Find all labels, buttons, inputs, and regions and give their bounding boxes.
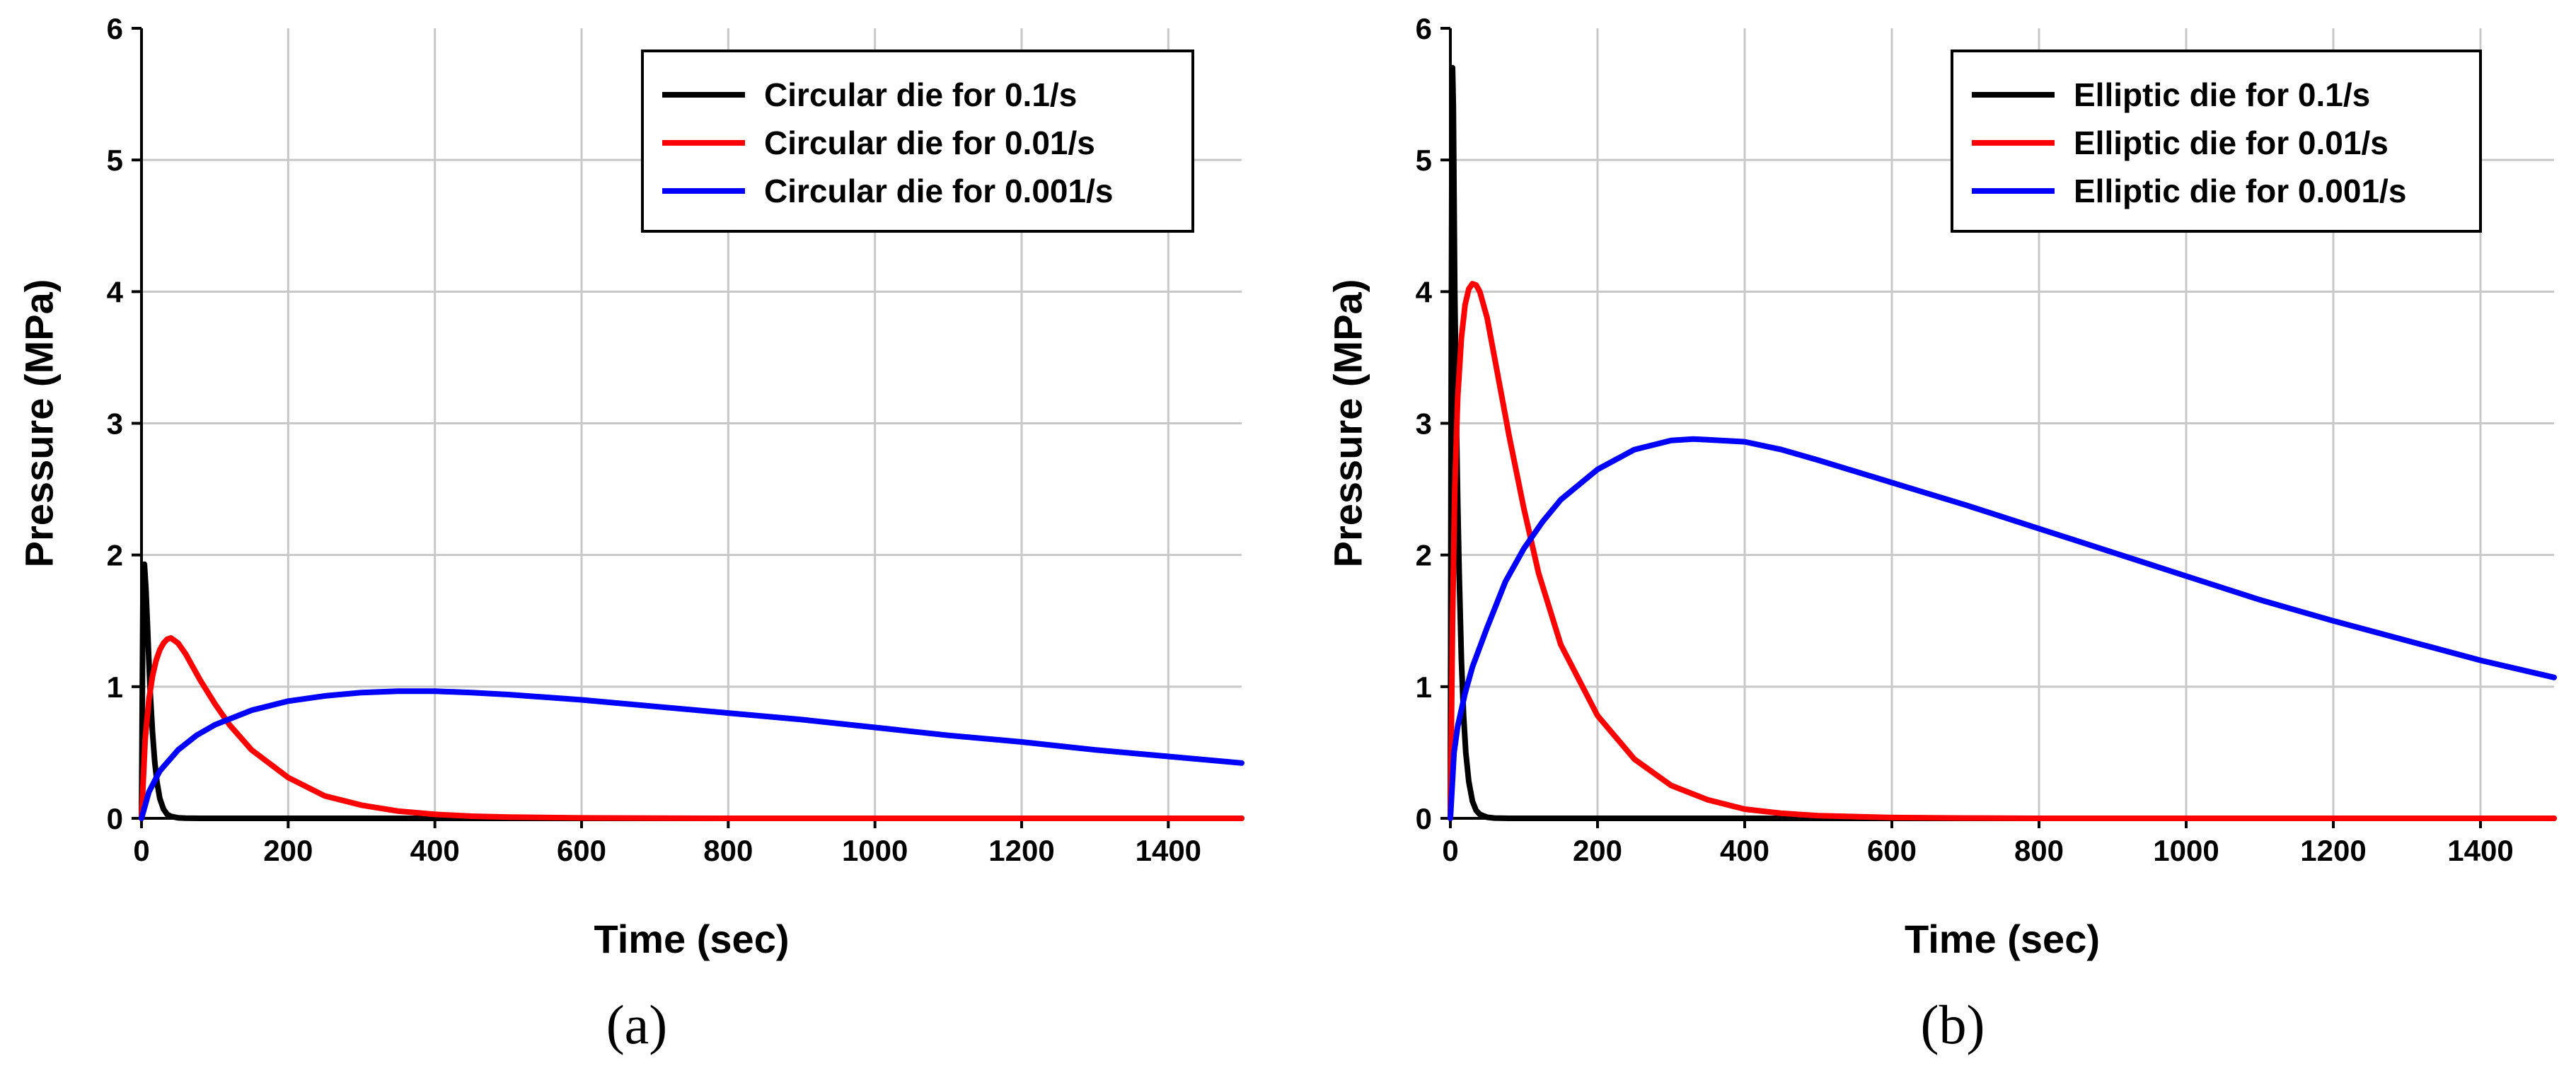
x-axis-label: Time (sec) <box>1905 917 2100 961</box>
x-tick-label: 1200 <box>2300 834 2366 867</box>
legend-entry-label: Elliptic die for 0.1/s <box>2074 76 2370 113</box>
y-tick-label: 4 <box>107 275 124 308</box>
x-tick-label: 600 <box>557 834 606 867</box>
y-tick-label: 5 <box>1416 144 1432 177</box>
legend-entry-label: Circular die for 0.001/s <box>764 173 1113 209</box>
series-line-2 <box>139 635 1244 821</box>
y-tick-label: 4 <box>1416 275 1433 308</box>
series-line-2 <box>1448 281 2557 821</box>
x-tick-label: 400 <box>1720 834 1769 867</box>
y-tick-label: 0 <box>1416 802 1432 835</box>
x-axis-label: Time (sec) <box>594 917 790 961</box>
x-tick-label: 200 <box>1573 834 1622 867</box>
series-line-1 <box>139 561 1244 821</box>
x-tick-label: 0 <box>1442 834 1458 867</box>
x-tick-label: 1000 <box>2153 834 2219 867</box>
x-tick-label: 1000 <box>842 834 908 867</box>
y-tick-label: 2 <box>107 539 123 572</box>
series-line-3 <box>1448 436 2557 821</box>
x-tick-label: 1400 <box>2447 834 2513 867</box>
y-tick-label: 6 <box>1416 12 1432 45</box>
y-axis-label: Pressure (MPa) <box>1326 279 1370 568</box>
y-tick-label: 1 <box>107 671 123 704</box>
x-tick-label: 800 <box>703 834 753 867</box>
x-tick-label: 200 <box>263 834 313 867</box>
x-tick-label: 400 <box>410 834 460 867</box>
x-tick-label: 600 <box>1867 834 1917 867</box>
panel-label: (b) <box>1921 994 1985 1055</box>
y-tick-label: 3 <box>1416 407 1432 441</box>
y-tick-label: 0 <box>107 802 123 835</box>
legend-entry-label: Circular die for 0.01/s <box>764 124 1095 161</box>
series-line-1 <box>1448 64 2557 821</box>
legend-entry-label: Elliptic die for 0.01/s <box>2074 124 2389 161</box>
legend-entry-label: Elliptic die for 0.001/s <box>2074 173 2406 209</box>
x-tick-label: 800 <box>2014 834 2064 867</box>
y-tick-label: 6 <box>107 12 123 45</box>
series-line-3 <box>139 688 1244 821</box>
legend-entry-label: Circular die for 0.1/s <box>764 76 1077 113</box>
y-tick-label: 2 <box>1416 539 1432 572</box>
chart-panel-a: 0 200 400 600 800 1000 1200 1400 0 1 2 3 4 5 6 Time (se… <box>17 12 1244 1055</box>
panel-label: (a) <box>606 994 668 1055</box>
x-tick-label: 1400 <box>1136 834 1201 867</box>
y-tick-label: 5 <box>107 144 123 177</box>
x-tick-label: 0 <box>133 834 149 867</box>
y-tick-label: 1 <box>1416 671 1432 704</box>
chart-panel-b: 0 200 400 600 800 1000 1200 1400 0 1 2 3 4 5 6 Time (se… <box>1326 12 2557 1055</box>
y-axis-label: Pressure (MPa) <box>17 279 62 568</box>
x-tick-label: 1200 <box>988 834 1054 867</box>
y-tick-label: 3 <box>107 407 123 441</box>
